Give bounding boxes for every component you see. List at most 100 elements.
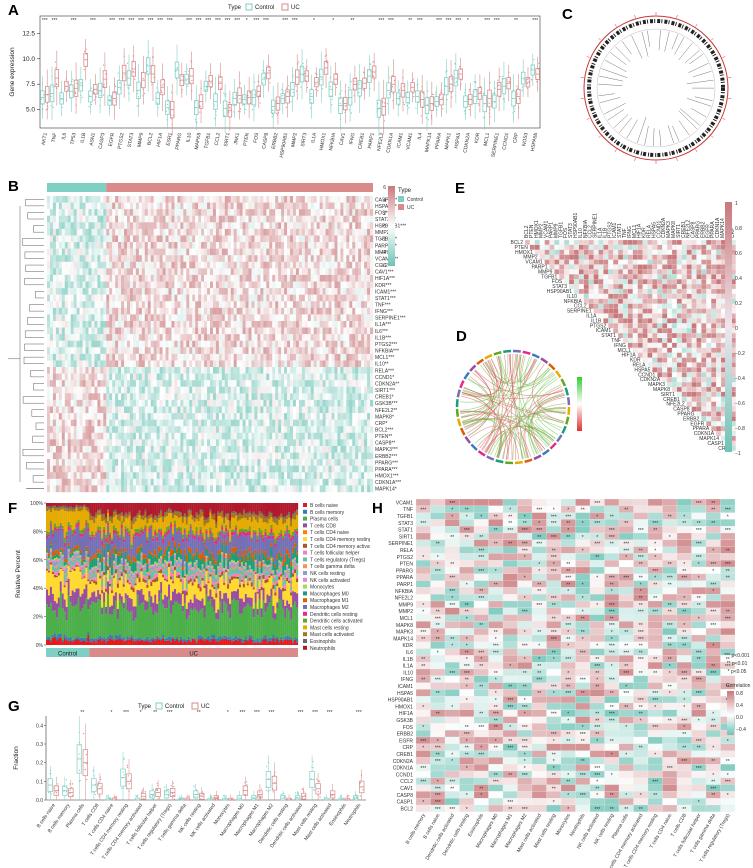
heat-cell-b [254, 340, 258, 348]
heat-cell-b [310, 334, 314, 341]
heat-cell-b [316, 288, 320, 295]
heat-cell-b [337, 248, 341, 256]
heat-cell-b [221, 347, 226, 355]
heat-cell-b [301, 340, 306, 348]
heat-cell-b [121, 242, 125, 249]
heat-cell-b [301, 294, 306, 302]
heat-cell-b [55, 314, 60, 322]
heat-cell-b [189, 380, 193, 387]
heat-cell-b [218, 307, 223, 315]
heat-cell-b [109, 386, 113, 394]
heat-cell-b [310, 327, 314, 335]
heat-cell-b [263, 255, 267, 262]
heat-cell-b [304, 242, 308, 249]
heat-cell-b [278, 360, 282, 368]
heat-cell-b [144, 255, 148, 262]
heat-cell-b [76, 399, 80, 407]
heat-cell-b [239, 228, 243, 236]
heat-cell-b [343, 399, 347, 407]
point [187, 70, 189, 73]
x-tick-label-a: TGFB1 [204, 132, 213, 149]
heat-cell-b [352, 314, 356, 322]
heat-cell-b [61, 228, 65, 236]
heat-cell-b [121, 288, 125, 295]
heat-cell-b [370, 228, 374, 236]
heat-cell-b [266, 413, 270, 420]
heat-cell-b [370, 255, 374, 262]
heat-cell-b [97, 426, 101, 433]
heat-cell-b [266, 281, 270, 289]
heat-cell-b [204, 426, 208, 433]
panel-c-circos [580, 12, 732, 164]
heat-cell-b [328, 327, 332, 335]
point [362, 89, 364, 91]
heat-cell-b [224, 353, 228, 361]
point [218, 74, 220, 76]
heat-cell-b [85, 209, 89, 216]
heat-cell-b [266, 373, 270, 381]
heat-cell-b [221, 393, 226, 401]
heat-cell-b [153, 281, 157, 289]
heat-cell-b [159, 340, 163, 348]
heat-cell-b [100, 307, 104, 315]
heat-cell-b [224, 248, 228, 256]
heat-cell-b [147, 393, 151, 401]
heat-cell-b [115, 386, 119, 394]
panel-b-heatmap: CASP1***HSPA5***FOS***STAT3***HSP90AB1**… [8, 183, 423, 493]
heat-cell-b [227, 399, 231, 407]
heat-cell-b [177, 274, 181, 282]
heat-cell-b [331, 215, 335, 223]
heat-cell-b [106, 274, 110, 282]
heat-cell-b [260, 274, 264, 282]
heat-cell-b [340, 327, 344, 335]
heat-cell-b [180, 209, 184, 216]
point [263, 76, 266, 79]
heat-cell-b [310, 413, 314, 420]
heat-cell-b [284, 314, 288, 322]
heat-cell-b [215, 261, 220, 269]
heat-cell-b [156, 426, 160, 433]
heat-cell-b [334, 288, 338, 295]
heat-cell-b [322, 248, 326, 256]
heat-cell-b [106, 406, 110, 414]
heat-cell-b [316, 301, 320, 309]
heat-cell-b [257, 426, 261, 433]
heat-cell-b [242, 347, 246, 355]
heat-cell-b [290, 419, 294, 427]
heat-cell-b [254, 360, 258, 368]
point [392, 92, 394, 95]
heat-cell-b [352, 242, 356, 249]
heat-cell-b [230, 380, 234, 387]
heat-cell-b [198, 360, 202, 368]
heat-cell-b [121, 196, 125, 203]
point [508, 76, 510, 78]
heat-cell-b [370, 373, 374, 381]
heat-cell-b [64, 320, 68, 328]
point [498, 84, 500, 86]
heat-cell-b [343, 340, 347, 348]
circos-gene-tick [678, 42, 693, 61]
heat-cell-b [298, 380, 303, 387]
heat-cell-b [307, 367, 311, 374]
x-tick-label-a: HIF1A [156, 132, 164, 148]
heat-cell-b [70, 320, 74, 328]
heat-cell-b [109, 215, 113, 223]
circos-gene-tick [605, 59, 627, 73]
point [420, 115, 422, 117]
heat-cell-b [49, 288, 54, 295]
heat-cell-b [192, 314, 196, 322]
heat-cell-b [153, 360, 157, 368]
heat-cell-b [343, 393, 347, 401]
heat-cell-b [58, 334, 63, 341]
heat-cell-b [144, 242, 148, 249]
heat-cell-b [215, 314, 220, 322]
heat-cell-b [275, 347, 279, 355]
heat-cell-b [171, 261, 175, 269]
heat-cell-b [248, 209, 252, 216]
heat-cell-b [127, 406, 131, 414]
heat-cell-b [198, 386, 202, 394]
heat-cell-b [49, 255, 54, 262]
heat-cell-b [195, 242, 199, 249]
heat-cell-b [358, 340, 362, 348]
heat-cell-b [212, 274, 217, 282]
